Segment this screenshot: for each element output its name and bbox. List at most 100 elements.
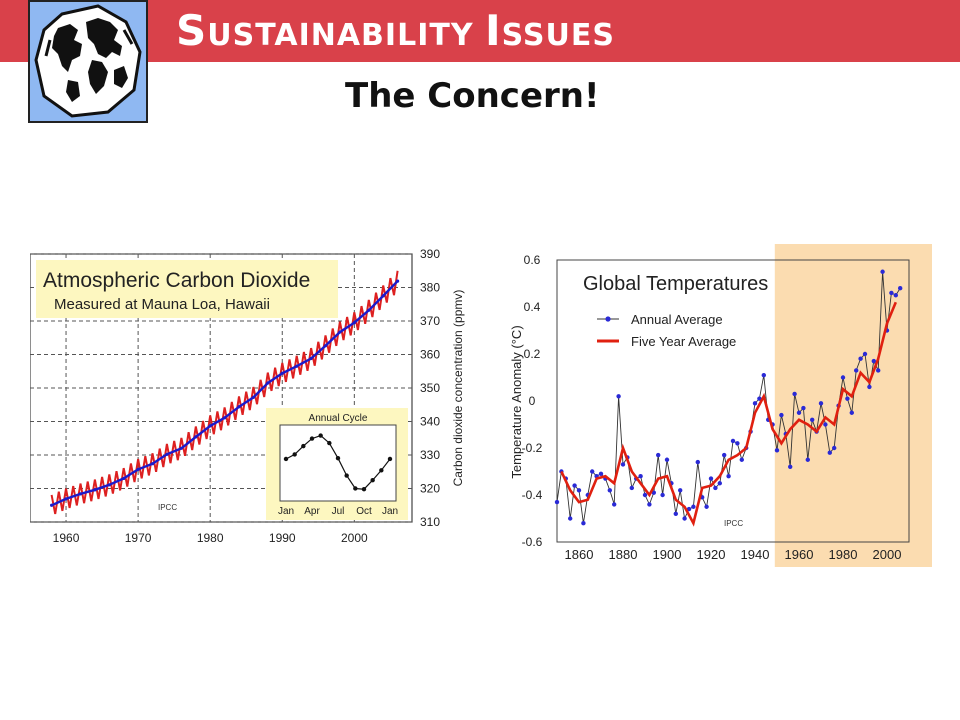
co2-data-point xyxy=(93,488,97,492)
annual-average-points xyxy=(554,269,903,526)
annual-data-point xyxy=(827,450,832,455)
co2-data-point xyxy=(381,294,385,298)
co2-data-point xyxy=(78,492,83,496)
globe-icon xyxy=(28,0,148,123)
co2-data-point xyxy=(208,424,212,428)
annual-data-point xyxy=(889,290,894,296)
annual-data-point xyxy=(717,481,722,486)
annual-data-point xyxy=(854,368,859,373)
annual-data-point xyxy=(691,504,696,509)
annual-data-point xyxy=(845,396,850,401)
temp-x-tick-labels: 1860 1880 1900 1920 1940 1960 1980 2000 xyxy=(565,547,902,562)
inset-title: Annual Cycle xyxy=(309,413,368,424)
co2-data-point xyxy=(179,446,183,450)
co2-y-tick: 340 xyxy=(420,415,440,429)
inset-data-point xyxy=(344,473,349,478)
temp-x-tick: 2000 xyxy=(873,547,902,562)
co2-x-tick: 1980 xyxy=(197,531,224,545)
temp-y-tick: 0.2 xyxy=(524,347,541,361)
temp-y-axis-label: Temperature Anomaly (°C) xyxy=(509,325,524,478)
inset-plot-frame xyxy=(279,424,397,502)
co2-data-point xyxy=(122,476,126,481)
annual-data-point xyxy=(818,401,824,406)
co2-x-tick: 1990 xyxy=(269,531,296,545)
inset-data-point xyxy=(283,456,289,462)
co2-y-tick: 390 xyxy=(420,247,440,261)
co2-data-point xyxy=(165,452,169,456)
annual-data-point xyxy=(792,391,797,397)
annual-data-point xyxy=(832,445,837,451)
title-initial-s: S xyxy=(176,6,208,55)
title-initial-i: I xyxy=(485,6,502,55)
co2-y-tick-labels: 310 320 330 340 350 360 370 380 390 xyxy=(420,247,440,529)
annual-data-point xyxy=(876,368,881,373)
inset-tick-label: Jan xyxy=(278,506,294,517)
annual-data-point xyxy=(678,488,683,493)
temp-x-tick: 1960 xyxy=(785,547,814,562)
annual-data-point xyxy=(858,356,863,361)
co2-seasonal-band xyxy=(50,270,399,515)
slide-subtitle: The Concern! xyxy=(345,76,600,116)
temp-title: Global Temperatures xyxy=(583,273,768,295)
co2-data-point xyxy=(338,330,342,334)
annual-data-point xyxy=(598,471,604,477)
annual-data-point xyxy=(823,422,828,427)
title-banner xyxy=(0,0,960,62)
annual-data-point xyxy=(880,269,885,274)
annual-data-point xyxy=(761,372,766,378)
temp-x-tick: 1980 xyxy=(829,547,858,562)
inset-tick-label: Apr xyxy=(304,506,320,517)
co2-data-point xyxy=(251,395,256,399)
annual-data-point xyxy=(620,462,626,467)
inset-tick-label: Oct xyxy=(356,506,372,517)
annual-data-point xyxy=(805,457,810,462)
annual-data-point xyxy=(612,502,617,507)
co2-x-tick-labels: 1960 1970 1980 1990 2000 xyxy=(53,531,368,545)
annual-data-point xyxy=(779,412,784,418)
co2-data-point xyxy=(295,364,299,368)
annual-data-point xyxy=(722,452,727,458)
annual-data-point xyxy=(695,459,700,465)
annual-data-point xyxy=(726,474,731,479)
co2-y-tick: 350 xyxy=(420,381,440,395)
annual-data-point xyxy=(581,521,586,526)
title-word-ustainability: USTAINABILITY xyxy=(207,18,485,53)
annual-data-point xyxy=(607,488,612,493)
temp-x-tick: 1860 xyxy=(565,547,594,562)
annual-data-point xyxy=(708,476,714,481)
co2-points xyxy=(50,279,400,507)
annual-data-point xyxy=(713,485,718,491)
annual-data-point xyxy=(840,375,846,380)
co2-chart: Atmospheric Carbon Dioxide Measured at M… xyxy=(30,247,465,545)
inset-data-point xyxy=(335,456,341,461)
co2-data-point xyxy=(50,503,54,507)
temp-plot-frame xyxy=(556,259,910,543)
co2-source-label: IPCC xyxy=(158,503,177,512)
co2-y-axis-label: Carbon dioxide concentration (ppmv) xyxy=(451,290,465,487)
annual-data-point xyxy=(867,384,872,390)
post-1950-highlight xyxy=(774,244,932,567)
five-year-average-line xyxy=(560,301,897,527)
annual-data-point xyxy=(576,488,582,493)
annual-data-point xyxy=(572,483,577,488)
inset-tick-label: Jul xyxy=(332,506,345,517)
co2-subtitle: Measured at Mauna Loa, Hawaii xyxy=(54,296,270,313)
annual-data-point xyxy=(642,492,648,498)
annual-data-point xyxy=(796,410,802,415)
co2-y-tick: 370 xyxy=(420,314,440,328)
temp-y-tick: -0.6 xyxy=(522,535,543,549)
inset-data-point xyxy=(361,487,367,492)
co2-data-point xyxy=(395,279,400,283)
annual-data-point xyxy=(898,286,903,291)
inset-tick-label: Jan xyxy=(382,506,398,517)
annual-data-point xyxy=(730,438,736,444)
legend-annual-label: Annual Average xyxy=(631,312,723,327)
co2-data-point xyxy=(367,308,371,312)
inset-data-point xyxy=(387,456,393,462)
annual-data-point xyxy=(554,499,560,505)
inset-tick-labels: Jan Apr Jul Oct Jan xyxy=(278,506,398,517)
temp-source-label: IPCC xyxy=(724,519,743,528)
annual-data-point xyxy=(704,504,709,509)
temp-y-tick: 0.4 xyxy=(524,300,541,314)
co2-data-point xyxy=(194,435,198,439)
